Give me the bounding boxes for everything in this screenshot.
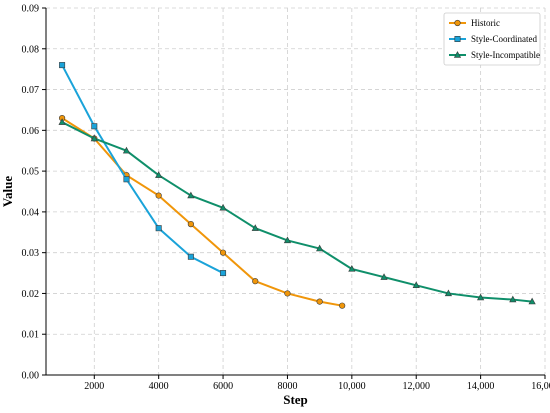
x-tick-label: 16,000 bbox=[531, 381, 550, 392]
data-point bbox=[348, 265, 356, 272]
x-tick-label: 8000 bbox=[277, 381, 297, 392]
series-style-coordinated bbox=[59, 62, 227, 277]
y-tick-label: 0.08 bbox=[22, 44, 40, 55]
data-point bbox=[339, 302, 346, 309]
data-point bbox=[284, 290, 291, 297]
legend-box bbox=[443, 12, 541, 66]
data-point bbox=[316, 298, 323, 305]
x-tick-label: 12,000 bbox=[402, 381, 430, 392]
data-point bbox=[187, 221, 194, 228]
x-axis-title: Step bbox=[283, 392, 308, 407]
series-layer bbox=[58, 62, 536, 309]
legend-entry: Historic bbox=[449, 18, 500, 28]
data-point bbox=[91, 123, 98, 130]
x-tick-label: 4000 bbox=[149, 381, 169, 392]
data-point bbox=[219, 249, 227, 256]
series-line bbox=[61, 121, 533, 303]
data-point bbox=[155, 171, 163, 178]
legend: Historic Style-Coordinated Style-Incompati… bbox=[443, 12, 541, 66]
legend-marker bbox=[454, 19, 461, 27]
y-tick-label: 0.01 bbox=[22, 330, 40, 341]
y-axis-title: Value bbox=[0, 176, 15, 208]
data-point bbox=[316, 244, 324, 252]
series-line bbox=[61, 64, 224, 274]
y-tick-label: 0.09 bbox=[22, 4, 40, 15]
data-point bbox=[58, 118, 66, 125]
axes: 2000 4000 6000 8000 10,000 12,000 14,000 16,000… bbox=[22, 4, 550, 393]
y-tick-label: 0.00 bbox=[22, 371, 40, 382]
data-point bbox=[477, 293, 485, 301]
y-tick-label: 0.04 bbox=[22, 207, 40, 218]
data-point bbox=[220, 270, 227, 277]
data-point bbox=[219, 203, 227, 211]
legend-marker bbox=[453, 51, 462, 58]
data-point bbox=[283, 236, 292, 244]
data-point bbox=[59, 62, 66, 69]
data-point bbox=[123, 176, 130, 183]
data-point bbox=[187, 191, 195, 199]
data-point bbox=[528, 297, 536, 305]
legend-entry: Style-Coordinated bbox=[449, 34, 537, 44]
series-line bbox=[61, 117, 343, 307]
y-tick-label: 0.06 bbox=[22, 126, 40, 137]
data-point bbox=[90, 134, 98, 142]
x-tick-label: 14,000 bbox=[467, 381, 495, 392]
data-point bbox=[251, 224, 259, 231]
x-tick-label: 10,000 bbox=[338, 381, 366, 392]
series-style-incompatible bbox=[58, 118, 536, 305]
legend-marker bbox=[454, 35, 461, 42]
legend-entry: Style-Incompatible bbox=[449, 50, 540, 60]
legend-label: Historic bbox=[471, 18, 500, 28]
data-point bbox=[155, 192, 162, 199]
y-tick-label: 0.02 bbox=[22, 289, 40, 300]
legend-label: Style-Coordinated bbox=[471, 34, 537, 44]
data-point bbox=[155, 225, 162, 232]
x-tick-label: 2000 bbox=[84, 381, 104, 392]
x-tick-label: 6000 bbox=[213, 381, 233, 392]
data-point bbox=[380, 273, 388, 280]
y-tick-label: 0.03 bbox=[22, 248, 40, 259]
legend-label: Style-Incompatible bbox=[471, 50, 540, 60]
data-point bbox=[444, 289, 453, 297]
y-tick-label: 0.07 bbox=[22, 85, 40, 96]
data-point bbox=[412, 281, 420, 288]
y-tick-label: 0.05 bbox=[22, 167, 40, 178]
data-point bbox=[509, 295, 517, 303]
data-point bbox=[252, 278, 259, 285]
data-point bbox=[187, 253, 194, 260]
data-point bbox=[122, 146, 131, 154]
